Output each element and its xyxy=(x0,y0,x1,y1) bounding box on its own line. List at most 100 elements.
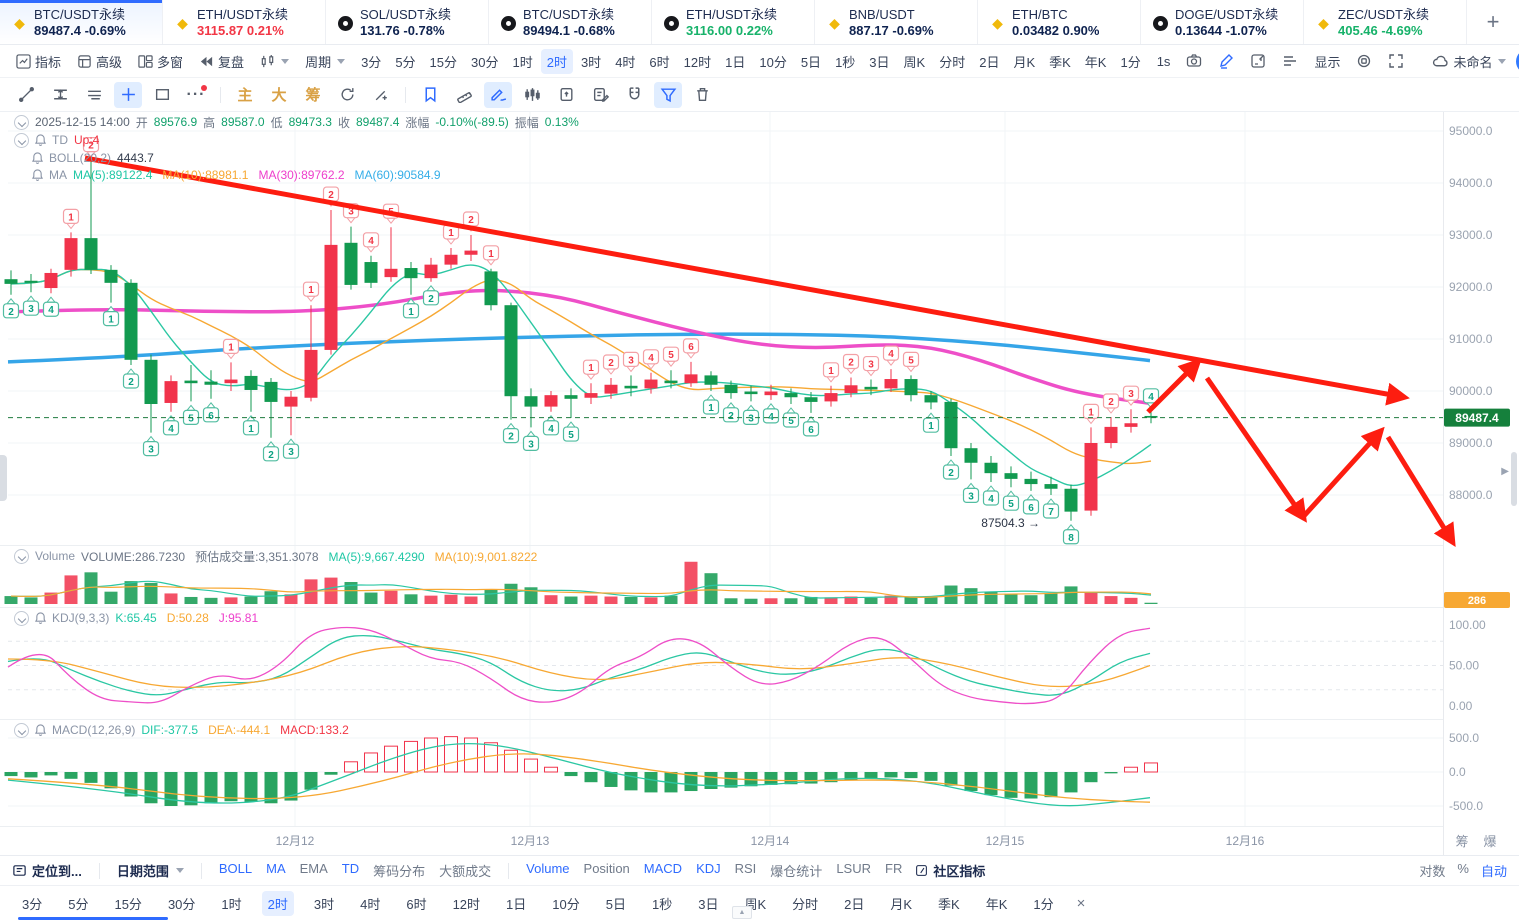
toggle-Position[interactable]: Position xyxy=(583,861,630,876)
magnet-tool[interactable] xyxy=(620,82,648,108)
timeframe-1s[interactable]: 1s xyxy=(1156,53,1171,69)
timeframe-1分[interactable]: 1分 xyxy=(1120,54,1141,70)
ticker-tab-ETH/USDT永续[interactable]: ◆ ETH/USDT永续 3115.87 0.21% xyxy=(163,0,326,44)
locate-button[interactable]: 定位到... xyxy=(12,861,82,880)
timeframe-10分[interactable]: 10分 xyxy=(552,897,580,912)
timeframe-4时[interactable]: 4时 xyxy=(615,54,636,70)
ticker-tab-BTC/USDT永续[interactable]: BTC/USDT永续 89494.1 -0.68% xyxy=(489,0,652,44)
freehand-tool[interactable] xyxy=(484,81,512,108)
toggle-MA[interactable]: MA xyxy=(266,861,286,876)
timeframe-15分[interactable]: 15分 xyxy=(429,54,458,70)
right-scrollbar[interactable] xyxy=(1511,452,1517,506)
candlestick-chart[interactable]: 95000.0 94000.0 93000.0 92000.0 91000.0 90000… xyxy=(0,112,1519,855)
timeframe-年K[interactable]: 年K xyxy=(985,897,1008,912)
ticker-tab-SOL/USDT永续[interactable]: SOL/USDT永续 131.76 -0.78% xyxy=(326,0,489,44)
collapse-chevron-icon[interactable] xyxy=(14,132,29,148)
timeframe-1时[interactable]: 1时 xyxy=(512,54,533,70)
timeframe-2日[interactable]: 2日 xyxy=(979,54,1000,70)
rectangle-tool[interactable] xyxy=(148,82,176,108)
line-add-tool[interactable] xyxy=(367,82,395,108)
ai-analysis-button[interactable]: AI解读 xyxy=(1516,48,1519,74)
timeframe-5日[interactable]: 5日 xyxy=(800,54,822,70)
ticker-tab-ETH/BTC[interactable]: ◆ ETH/BTC 0.03482 0.90% xyxy=(978,0,1141,44)
filter-tool[interactable] xyxy=(654,81,682,108)
timeframe-2时[interactable]: 2时 xyxy=(540,48,573,74)
toggle-自动[interactable]: 自动 xyxy=(1480,864,1507,879)
screenshot-button[interactable] xyxy=(1180,50,1208,72)
ticker-tab-BNB/USDT[interactable]: ◆ BNB/USDT 887.17 -0.69% xyxy=(815,0,978,44)
display-button[interactable]: 显示 xyxy=(1308,49,1346,74)
timeframe-12时[interactable]: 12时 xyxy=(452,897,481,912)
toggle-对数[interactable]: 对数 xyxy=(1419,864,1446,879)
timeframe-12时[interactable]: 12时 xyxy=(683,54,712,70)
timeframe-5日[interactable]: 5日 xyxy=(605,897,626,912)
alert-bell-icon[interactable] xyxy=(35,724,46,736)
toggle-RSI[interactable]: RSI xyxy=(734,861,757,876)
chart-area[interactable]: 95000.0 94000.0 93000.0 92000.0 91000.0 90000… xyxy=(0,112,1519,855)
timeframe-分时[interactable]: 分时 xyxy=(939,54,966,70)
toggle-MACD[interactable]: MACD xyxy=(643,861,683,876)
replay-button[interactable]: 复盘 xyxy=(193,49,250,74)
advanced-button[interactable]: 高级 xyxy=(71,49,128,74)
alert-bell-icon[interactable] xyxy=(32,152,43,164)
large-view-button[interactable]: 大 xyxy=(271,87,287,104)
close-footer-button[interactable]: × xyxy=(1076,895,1086,912)
collapse-chevron-icon[interactable] xyxy=(14,548,29,564)
timeframe-30分[interactable]: 30分 xyxy=(471,54,499,70)
toggle-TD[interactable]: TD xyxy=(341,861,360,876)
timeframe-3日[interactable]: 3日 xyxy=(698,897,719,912)
timeframe-4时[interactable]: 4时 xyxy=(360,897,381,912)
toggle-爆仓统计[interactable]: 爆仓统计 xyxy=(770,864,823,879)
toggle-大额成交[interactable]: 大额成交 xyxy=(439,864,492,879)
timeframe-1分[interactable]: 1分 xyxy=(1033,897,1054,912)
period-button[interactable]: 周期 xyxy=(299,49,351,74)
timeframe-月K[interactable]: 月K xyxy=(1013,54,1036,70)
expand-right-icon[interactable]: ▶ xyxy=(1501,466,1509,477)
toggle-KDJ[interactable]: KDJ xyxy=(696,861,721,876)
scroll-up-button[interactable]: ▲ xyxy=(732,906,752,919)
timeframe-3分[interactable]: 3分 xyxy=(361,54,382,70)
timeframe-年K[interactable]: 年K xyxy=(1084,54,1107,70)
toggle-LSUR[interactable]: LSUR xyxy=(836,861,871,876)
timeframe-1秒[interactable]: 1秒 xyxy=(651,897,673,912)
fib-tool[interactable] xyxy=(46,82,74,108)
timeframe-1时[interactable]: 1时 xyxy=(221,897,242,912)
timeframe-30分[interactable]: 30分 xyxy=(167,897,196,912)
timeframe-1日[interactable]: 1日 xyxy=(506,897,527,912)
more-tools-button[interactable]: ··· xyxy=(186,84,207,103)
alert-bell-icon[interactable] xyxy=(35,612,46,624)
timeframe-5分[interactable]: 5分 xyxy=(68,897,89,912)
collapse-chevron-icon[interactable] xyxy=(14,114,29,130)
timeframe-5分[interactable]: 5分 xyxy=(395,54,416,70)
timeframe-1秒[interactable]: 1秒 xyxy=(835,54,856,70)
timeframe-3分[interactable]: 3分 xyxy=(22,897,43,912)
timeframe-10分[interactable]: 10分 xyxy=(759,54,787,70)
timeframe-季K[interactable]: 季K xyxy=(938,897,960,912)
timeframe-1日[interactable]: 1日 xyxy=(725,54,746,70)
add-pane-button[interactable] xyxy=(1244,50,1272,72)
add-ticker-button[interactable]: + xyxy=(1486,9,1500,34)
toggle-FR[interactable]: FR xyxy=(885,861,903,876)
collapse-chevron-icon[interactable] xyxy=(14,722,29,738)
fullscreen-button[interactable] xyxy=(1382,50,1410,72)
timeframe-2日[interactable]: 2日 xyxy=(844,897,865,912)
ticker-tab-ZEC/USDT永续[interactable]: ◆ ZEC/USDT永续 405.46 -4.69% xyxy=(1304,0,1467,44)
layout-list-button[interactable] xyxy=(1276,50,1304,72)
timeframe-季K[interactable]: 季K xyxy=(1049,54,1071,70)
trash-tool[interactable] xyxy=(688,82,716,108)
settings-button[interactable] xyxy=(1350,50,1378,72)
save-layout-button[interactable]: 未命名 xyxy=(1426,49,1512,74)
multi-window-button[interactable]: 多窗 xyxy=(132,49,189,74)
timeframe-周K[interactable]: 周K xyxy=(903,54,926,70)
community-indicators-button[interactable]: 社区指标 xyxy=(915,861,985,880)
timeframe-3日[interactable]: 3日 xyxy=(869,54,890,70)
draw-button[interactable] xyxy=(1212,50,1240,72)
replay-draw-tool[interactable] xyxy=(333,82,361,108)
timeframe-2时[interactable]: 2时 xyxy=(261,891,294,916)
crosshair-tool[interactable] xyxy=(114,81,142,108)
chips-button[interactable]: 筹 xyxy=(305,87,321,104)
timeframe-月K[interactable]: 月K xyxy=(890,897,913,912)
toggle-EMA[interactable]: EMA xyxy=(299,861,328,876)
timeframe-3时[interactable]: 3时 xyxy=(313,897,335,912)
trend-line-tool[interactable] xyxy=(12,82,40,108)
